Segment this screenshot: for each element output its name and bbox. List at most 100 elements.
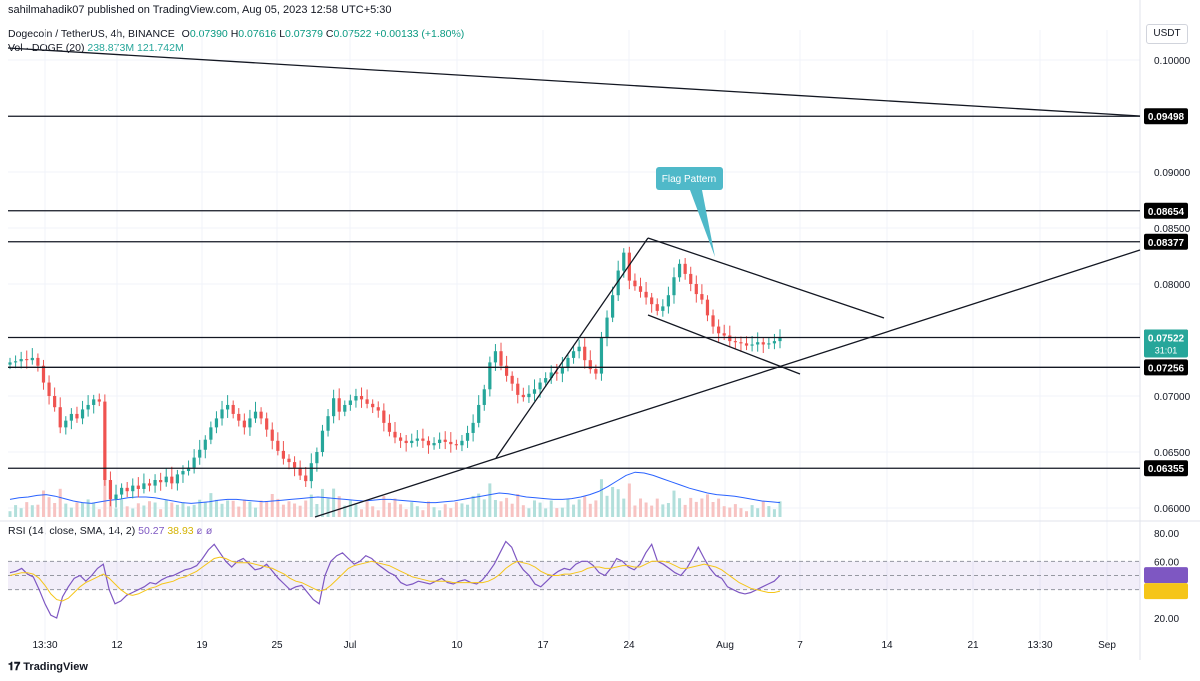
- volume-bar: [477, 493, 481, 517]
- candle-body: [203, 439, 207, 450]
- low-label: L: [279, 28, 286, 40]
- volume-bar: [538, 502, 542, 517]
- candle-body: [744, 343, 749, 346]
- volume-bar: [466, 504, 470, 517]
- time-tick-label: 25: [271, 640, 283, 651]
- long-descending-trendline: [7, 47, 1141, 117]
- candle-body: [616, 270, 620, 296]
- candle-body: [728, 335, 732, 342]
- candle-body: [499, 351, 503, 366]
- candle-body: [226, 404, 230, 410]
- candle-body: [393, 431, 397, 438]
- volume-bar: [666, 503, 670, 517]
- volume-bar: [650, 505, 654, 517]
- time-tick-label: 13:30: [32, 640, 57, 651]
- price-tick-label: 0.06500: [1154, 448, 1191, 459]
- volume-bar: [97, 509, 101, 517]
- volume-bar: [772, 509, 776, 517]
- volume-bar: [343, 505, 347, 517]
- rsi-value: 50.27: [138, 525, 165, 537]
- candle-body: [198, 449, 202, 458]
- candle-body: [287, 458, 291, 463]
- volume-bar: [577, 499, 581, 517]
- currency-button[interactable]: USDT: [1146, 24, 1188, 44]
- volume-bar: [432, 507, 436, 517]
- volume-bar: [248, 501, 252, 517]
- volume-bar: [516, 494, 520, 517]
- countdown-label: 31:01: [1155, 346, 1178, 356]
- volume-bar: [705, 494, 709, 517]
- volume-bar: [443, 504, 447, 517]
- rsi-ma-last-tag: [1144, 583, 1188, 600]
- candle-body: [209, 427, 213, 440]
- rsi-legend: RSI (14, close, SMA, 14, 2) 50.27 38.93 …: [8, 525, 212, 537]
- volume-bar: [661, 504, 665, 517]
- volume-bar: [315, 504, 319, 517]
- volume-bar: [711, 502, 715, 517]
- candle-body: [477, 404, 481, 423]
- volume-bar: [192, 504, 196, 517]
- volume-bar: [616, 489, 620, 517]
- candle-body: [627, 252, 631, 281]
- level-tag-bg: [1144, 359, 1188, 376]
- volume-bar: [549, 500, 553, 517]
- symbol-legend: Dogecoin / TetherUS, 4h, BINANCE O0.0739…: [8, 28, 464, 40]
- volume-bar: [471, 495, 475, 517]
- volume-bar: [633, 505, 637, 517]
- volume-bar: [36, 504, 40, 517]
- volume-bar: [220, 503, 224, 517]
- volume-bar: [332, 488, 336, 517]
- candle-body: [471, 422, 475, 433]
- candle-body: [359, 396, 364, 400]
- candle-body: [689, 273, 693, 284]
- candle-body: [265, 418, 269, 430]
- candle-body: [53, 396, 57, 408]
- volume-bar: [382, 496, 386, 517]
- volume-bar: [599, 479, 603, 517]
- volume-bar: [153, 502, 157, 517]
- price-tick-label: 0.08500: [1154, 224, 1191, 235]
- candle-body: [555, 372, 559, 374]
- candle-body: [13, 361, 18, 363]
- volume-bar: [750, 505, 754, 517]
- volume-bar: [594, 500, 598, 517]
- candle-body: [164, 476, 168, 483]
- candle-body: [772, 341, 777, 344]
- candle-body: [493, 351, 498, 363]
- candle-body: [465, 432, 470, 441]
- volume-bar: [438, 510, 442, 517]
- volume-bar: [761, 501, 765, 517]
- rsi-ma-line: [9, 556, 781, 602]
- high-label: H: [230, 28, 239, 40]
- candle-body: [259, 411, 263, 419]
- candle-body: [560, 366, 564, 374]
- candle-body: [672, 277, 676, 296]
- candle-body: [750, 344, 754, 346]
- volume-bar: [270, 494, 274, 517]
- volume-bar: [449, 508, 453, 517]
- candle-body: [527, 393, 531, 398]
- candle-body: [170, 476, 174, 484]
- volume-bar: [136, 503, 140, 517]
- candle-body: [25, 359, 29, 361]
- level-tag-label: 0.09498: [1148, 112, 1185, 123]
- candle-body: [19, 359, 23, 362]
- candle-body: [778, 337, 782, 342]
- volume-bar: [75, 502, 79, 517]
- volume-bar: [572, 504, 576, 517]
- volume-bar: [694, 501, 698, 517]
- candle-body: [717, 326, 721, 334]
- candle-body: [460, 440, 464, 446]
- volume-bar: [778, 501, 782, 517]
- volume-bar: [69, 507, 73, 517]
- candle-body: [242, 420, 246, 428]
- callout-box: [656, 167, 723, 190]
- volume-value: 238.873M: [87, 42, 135, 54]
- volume-bar: [745, 511, 749, 517]
- price-tick-label: 0.08000: [1154, 280, 1191, 291]
- price-tick-label: 0.09000: [1154, 168, 1191, 179]
- candle-body: [337, 398, 341, 412]
- level-tag-bg: [1144, 460, 1188, 477]
